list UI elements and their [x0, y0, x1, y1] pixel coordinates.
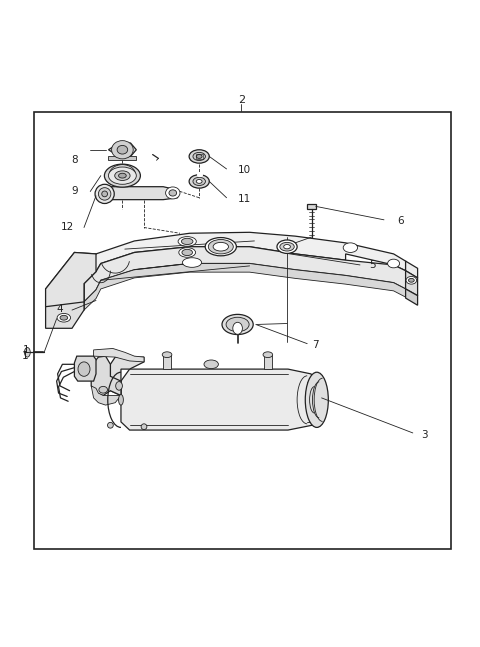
- Ellipse shape: [141, 424, 147, 430]
- Ellipse shape: [105, 164, 140, 187]
- Ellipse shape: [222, 314, 253, 334]
- Ellipse shape: [169, 190, 177, 196]
- Text: 10: 10: [238, 165, 252, 175]
- Polygon shape: [46, 283, 84, 307]
- Ellipse shape: [108, 422, 113, 428]
- Ellipse shape: [102, 191, 108, 197]
- Ellipse shape: [280, 243, 294, 251]
- Ellipse shape: [115, 171, 130, 181]
- Text: 11: 11: [238, 193, 252, 204]
- Ellipse shape: [408, 278, 414, 282]
- Polygon shape: [74, 356, 96, 381]
- Text: 3: 3: [421, 430, 428, 440]
- Text: 12: 12: [60, 223, 74, 232]
- Ellipse shape: [78, 362, 90, 377]
- Ellipse shape: [182, 249, 192, 256]
- Ellipse shape: [233, 322, 242, 334]
- Ellipse shape: [204, 360, 218, 369]
- Polygon shape: [406, 270, 418, 296]
- Ellipse shape: [189, 149, 209, 163]
- Polygon shape: [84, 263, 406, 310]
- Polygon shape: [84, 247, 406, 302]
- Ellipse shape: [57, 313, 71, 322]
- Polygon shape: [108, 143, 136, 157]
- Text: 5: 5: [369, 260, 375, 270]
- Ellipse shape: [119, 395, 123, 405]
- Polygon shape: [406, 261, 418, 278]
- Ellipse shape: [226, 317, 249, 332]
- Ellipse shape: [193, 153, 205, 160]
- Ellipse shape: [162, 352, 172, 358]
- Text: 7: 7: [312, 340, 319, 350]
- Ellipse shape: [208, 239, 233, 254]
- Ellipse shape: [406, 276, 417, 284]
- Ellipse shape: [108, 167, 136, 184]
- Ellipse shape: [178, 237, 196, 247]
- Ellipse shape: [387, 259, 399, 268]
- Text: 4: 4: [57, 304, 63, 314]
- Ellipse shape: [196, 155, 202, 159]
- Text: 9: 9: [71, 186, 78, 197]
- Ellipse shape: [119, 173, 126, 178]
- Ellipse shape: [213, 243, 228, 251]
- Polygon shape: [110, 357, 144, 395]
- Polygon shape: [46, 252, 96, 310]
- Ellipse shape: [263, 352, 273, 358]
- Text: 1: 1: [23, 345, 30, 355]
- Polygon shape: [91, 356, 121, 395]
- Polygon shape: [46, 252, 96, 307]
- Ellipse shape: [277, 240, 297, 254]
- Ellipse shape: [111, 140, 133, 159]
- Ellipse shape: [95, 184, 114, 204]
- Polygon shape: [163, 355, 171, 369]
- Text: 1: 1: [22, 351, 28, 360]
- Ellipse shape: [205, 237, 236, 256]
- Polygon shape: [84, 232, 406, 283]
- Polygon shape: [406, 289, 418, 305]
- Polygon shape: [264, 355, 272, 369]
- Polygon shape: [108, 157, 136, 160]
- Ellipse shape: [189, 175, 209, 188]
- Ellipse shape: [179, 248, 196, 258]
- Polygon shape: [91, 386, 121, 405]
- Text: 8: 8: [71, 155, 78, 165]
- Ellipse shape: [116, 382, 122, 390]
- Ellipse shape: [60, 315, 68, 320]
- Polygon shape: [94, 349, 144, 362]
- Ellipse shape: [117, 146, 128, 154]
- Polygon shape: [46, 302, 84, 328]
- Text: 2: 2: [238, 95, 245, 105]
- Ellipse shape: [284, 245, 290, 249]
- Ellipse shape: [99, 386, 108, 393]
- Ellipse shape: [98, 188, 111, 200]
- Ellipse shape: [193, 177, 205, 186]
- Ellipse shape: [196, 179, 202, 183]
- Text: 6: 6: [397, 216, 404, 226]
- Ellipse shape: [24, 347, 30, 357]
- Polygon shape: [105, 187, 178, 200]
- Ellipse shape: [182, 258, 202, 267]
- Ellipse shape: [181, 238, 193, 245]
- Polygon shape: [121, 369, 317, 430]
- Ellipse shape: [343, 243, 358, 252]
- Ellipse shape: [305, 372, 328, 428]
- Polygon shape: [307, 204, 316, 209]
- Ellipse shape: [166, 187, 180, 199]
